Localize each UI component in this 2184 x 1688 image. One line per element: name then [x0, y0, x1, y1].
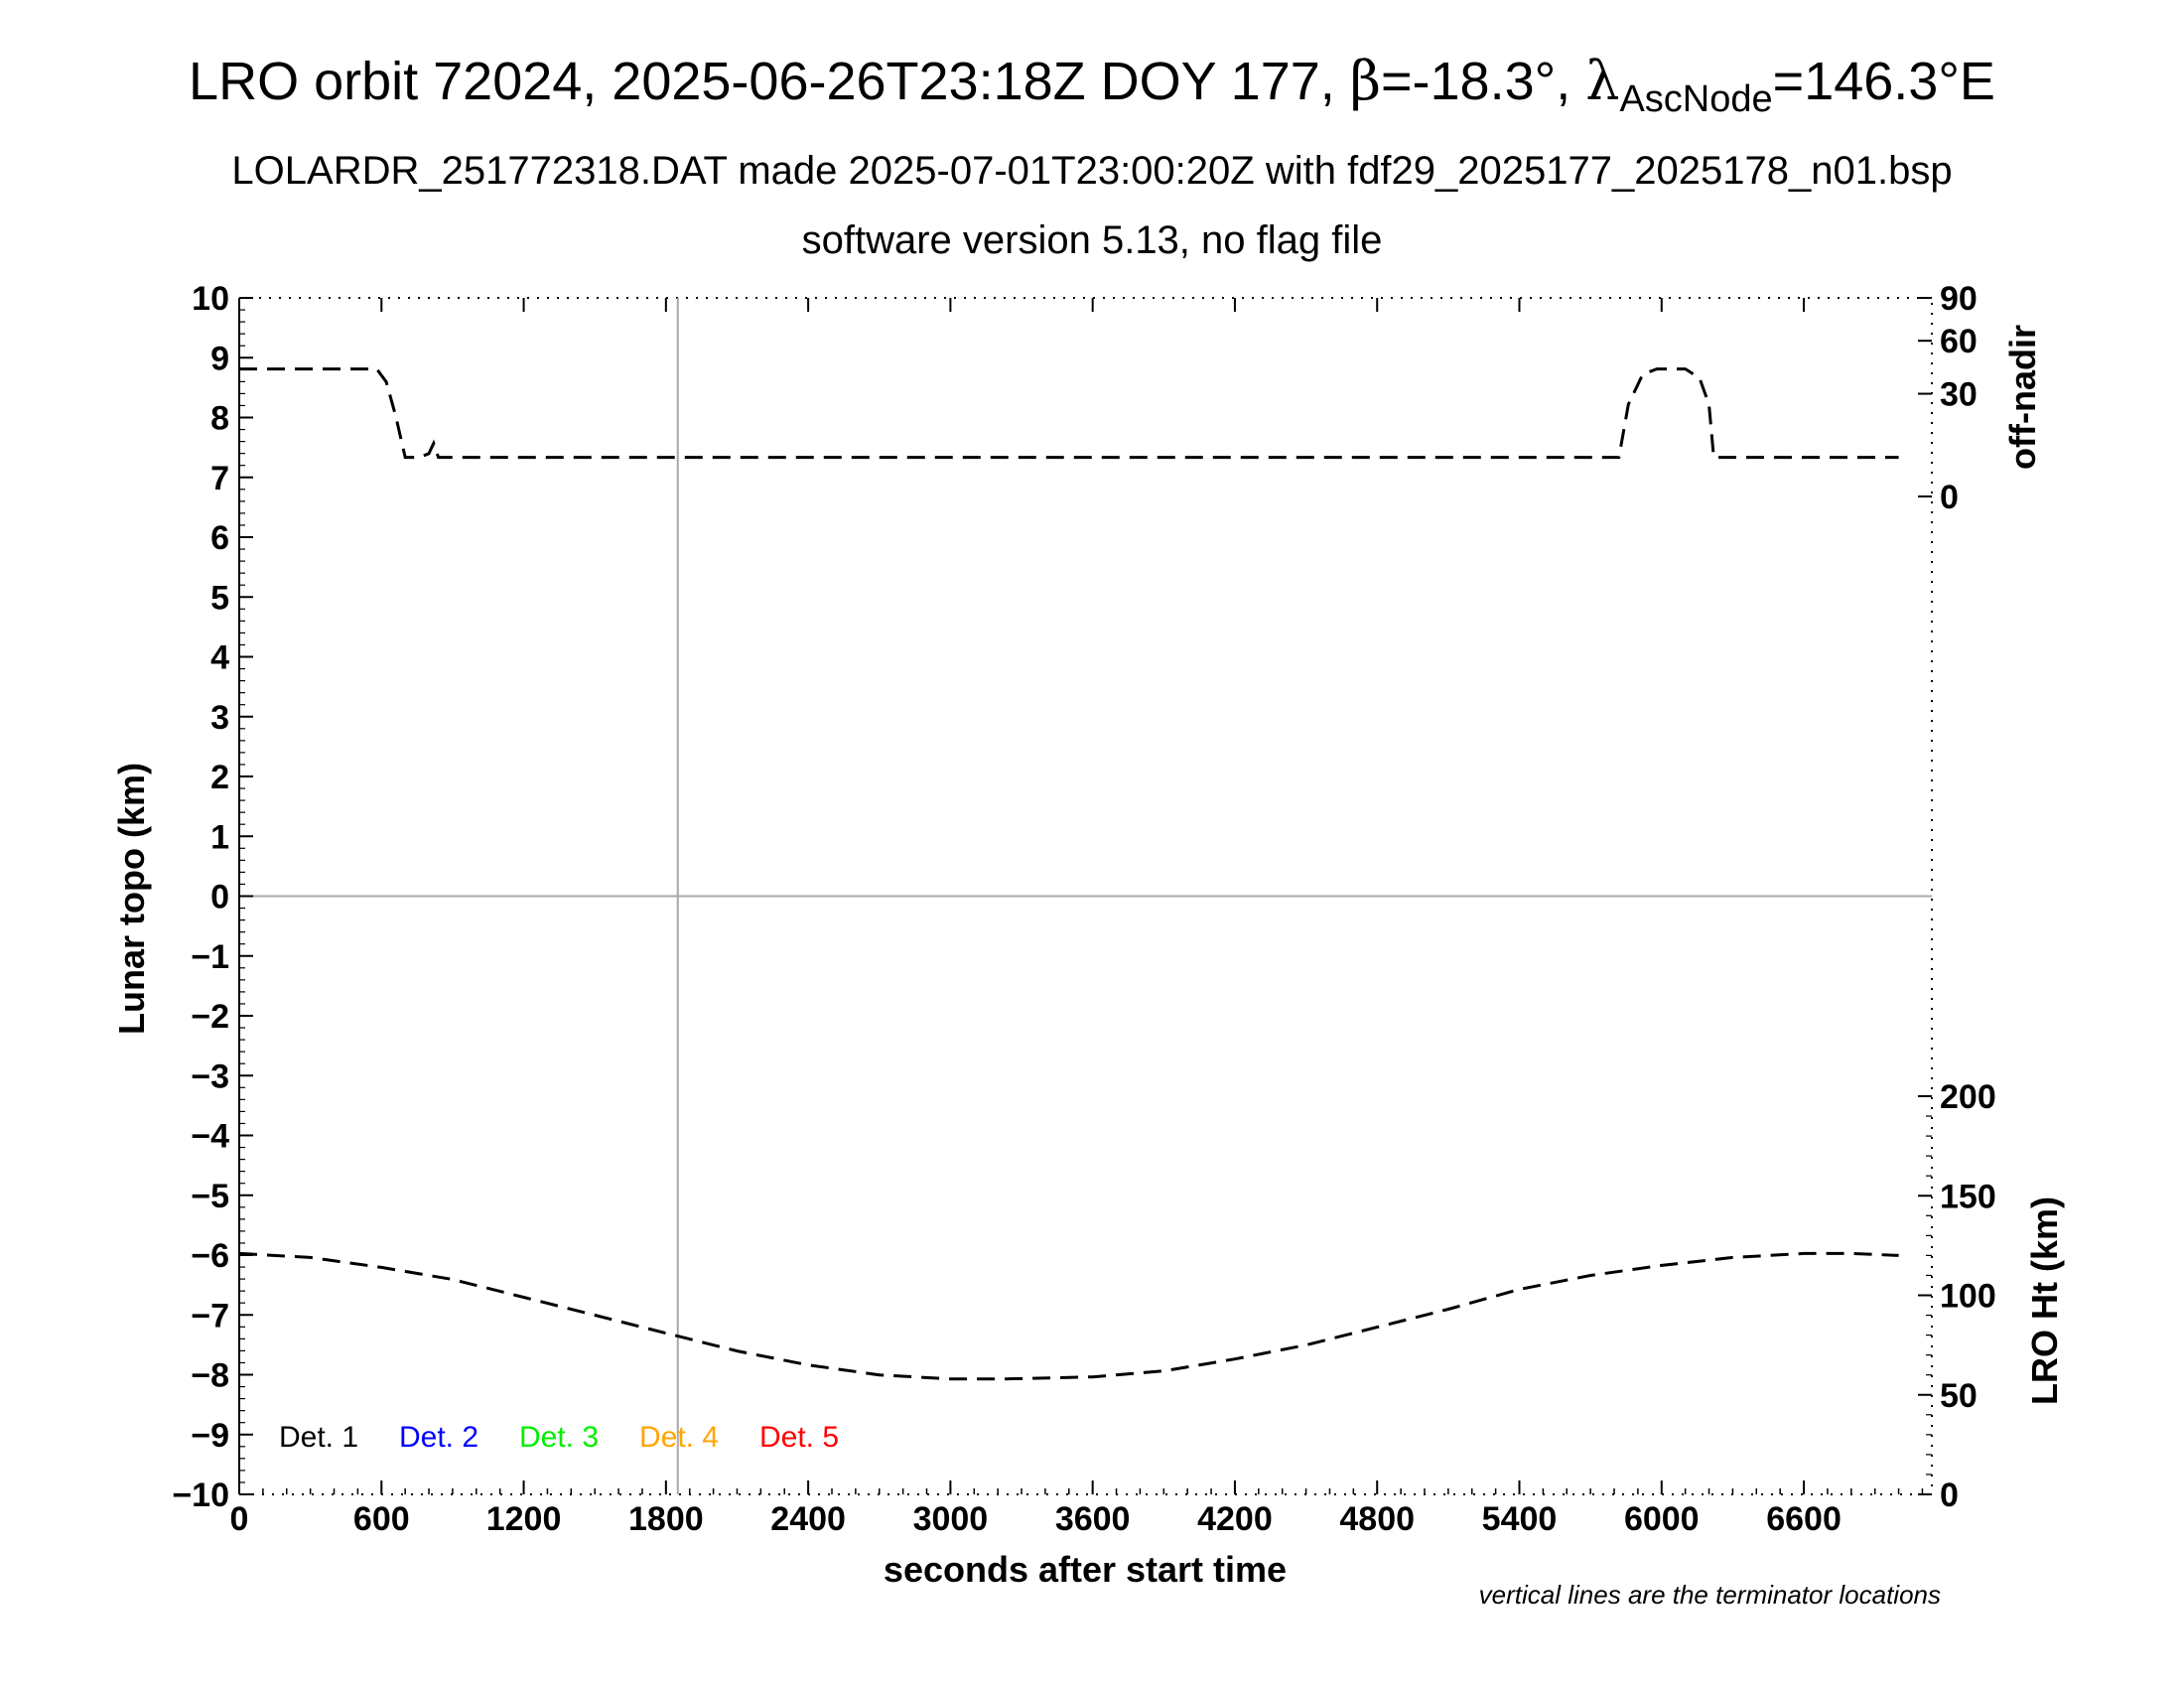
y-left-tick-label: −3 — [191, 1057, 229, 1095]
y-left-tick-label: 8 — [210, 400, 229, 438]
x-tick-label: 3600 — [1055, 1500, 1131, 1538]
y-left-tick-label: 9 — [210, 340, 229, 377]
y-right-top-tick-label: 30 — [1940, 376, 1978, 414]
y-right-bottom-axis-ticks: 200 150 100 50 0 — [1918, 1078, 1996, 1514]
legend-entry: Det. 4 — [639, 1421, 719, 1454]
legend-entry: Det. 2 — [399, 1421, 478, 1454]
y-right-top-tick-label: 0 — [1940, 479, 1959, 516]
x-tick-label: 4800 — [1339, 1500, 1415, 1538]
y-right-bottom-tick-label: 50 — [1940, 1377, 1978, 1415]
y-right-top-axis-ticks: 90 60 30 0 — [1918, 280, 1978, 516]
x-axis-label: seconds after start time — [884, 1549, 1287, 1590]
x-axis-ticks: 0 600 1200 1800 2400 3000 3600 4200 4800 5400 6000… — [230, 298, 1924, 1538]
y-left-tick-label: 3 — [210, 699, 229, 737]
y-left-tick-label: 0 — [210, 879, 229, 916]
legend-entry: Det. 3 — [519, 1421, 599, 1454]
y-right-bottom-tick-label: 100 — [1940, 1278, 1996, 1316]
y-left-tick-label: −4 — [191, 1118, 229, 1156]
lro-height-series — [238, 1251, 1899, 1381]
y-right-top-tick-label: 60 — [1940, 323, 1978, 360]
x-tick-label: 0 — [230, 1500, 249, 1538]
y-left-tick-label: −5 — [191, 1178, 229, 1215]
y-left-tick-label: 6 — [210, 519, 229, 557]
y-left-tick-label: 2 — [210, 759, 229, 796]
y-right-top-tick-label: 90 — [1940, 280, 1978, 318]
y-left-tick-label: −1 — [191, 938, 229, 976]
chart-subtitle-2: software version 5.13, no flag file — [802, 218, 1383, 262]
footnote: vertical lines are the terminator locati… — [1479, 1580, 1941, 1610]
y-left-tick-label: 5 — [210, 579, 229, 617]
x-tick-label: 600 — [353, 1500, 410, 1538]
y-right-bottom-tick-label: 200 — [1940, 1078, 1996, 1116]
x-tick-label: 1200 — [486, 1500, 562, 1538]
y-axis-label-left: Lunar topo (km) — [111, 763, 152, 1035]
y-left-tick-label: 4 — [210, 639, 229, 677]
x-tick-label: 5400 — [1482, 1500, 1558, 1538]
y-right-bottom-tick-label: 150 — [1940, 1178, 1996, 1215]
y-left-tick-label: 7 — [210, 460, 229, 497]
y-left-tick-label: −6 — [191, 1237, 229, 1275]
chart-subtitle: LOLARDR_251772318.DAT made 2025-07-01T23… — [231, 149, 1952, 193]
x-tick-label: 6600 — [1766, 1500, 1842, 1538]
y-axis-label-right-bottom: LRO Ht (km) — [2024, 1196, 2065, 1405]
y-right-bottom-tick-label: 0 — [1940, 1477, 1959, 1514]
y-left-tick-label: 10 — [192, 280, 229, 318]
legend-entry: Det. 1 — [279, 1421, 358, 1454]
chart-title: LRO orbit 72024, 2025-06-26T23:18Z DOY 1… — [189, 50, 1995, 120]
x-tick-label: 6000 — [1624, 1500, 1700, 1538]
y-left-tick-label: −9 — [191, 1417, 229, 1455]
y-left-tick-label: −8 — [191, 1357, 229, 1395]
x-tick-label: 3000 — [913, 1500, 989, 1538]
legend: Det. 1 Det. 2 Det. 3 Det. 4 Det. 5 — [279, 1421, 839, 1454]
y-left-tick-label: −7 — [191, 1297, 229, 1335]
legend-entry: Det. 5 — [759, 1421, 839, 1454]
y-axis-label-right-top: off-nadir — [2002, 325, 2043, 470]
y-left-tick-label: −10 — [172, 1477, 229, 1514]
data-series — [238, 367, 1899, 1381]
x-tick-label: 1800 — [628, 1500, 704, 1538]
x-tick-label: 2400 — [770, 1500, 846, 1538]
x-tick-label: 4200 — [1197, 1500, 1273, 1538]
off-nadir-series — [239, 367, 1899, 460]
y-left-tick-label: −2 — [191, 998, 229, 1036]
y-left-tick-label: 1 — [210, 818, 229, 856]
